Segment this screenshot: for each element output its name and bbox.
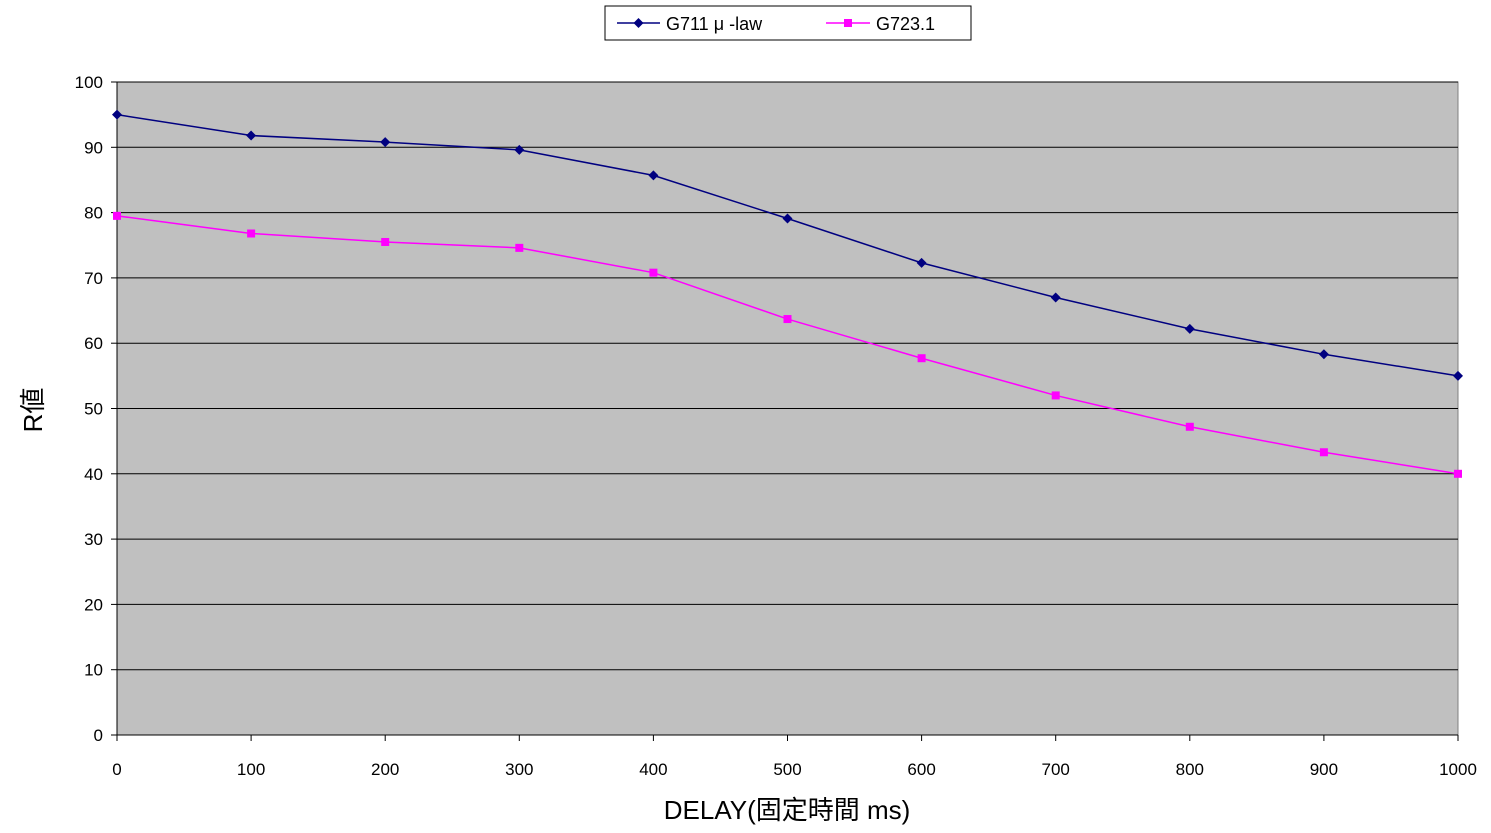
series-0-point-1 (246, 130, 257, 141)
series-layer (112, 109, 1463, 478)
series-1-point-3 (515, 243, 524, 252)
series-0-point-7 (1050, 292, 1061, 303)
legend-item-g723: G723.1 (826, 14, 935, 34)
series-0-point-9 (1318, 349, 1329, 360)
legend-item-g711: G711 μ -law (617, 14, 763, 34)
y-axis: 0 10 20 30 40 50 60 70 80 90 100 (75, 73, 118, 745)
gridlines (117, 81, 1458, 671)
x-tick-label-300: 300 (505, 760, 533, 779)
y-tick-label-60: 60 (84, 334, 103, 353)
x-tick-label-600: 600 (907, 760, 935, 779)
series-0-point-6 (916, 257, 927, 268)
series-0-point-0 (112, 109, 122, 120)
y-tick-label-70: 70 (84, 269, 103, 288)
x-tick-label-200: 200 (371, 760, 399, 779)
x-tick-label-900: 900 (1310, 760, 1338, 779)
series-0-point-5 (782, 213, 793, 224)
x-tick-label-700: 700 (1042, 760, 1070, 779)
x-tick-label-0: 0 (112, 760, 121, 779)
series-1-point-7 (1051, 391, 1060, 400)
y-tick-label-30: 30 (84, 530, 103, 549)
y-tick-label-80: 80 (84, 204, 103, 223)
x-tick-label-100: 100 (237, 760, 265, 779)
series-1-point-10 (1454, 469, 1462, 478)
series-1-point-4 (649, 268, 658, 277)
y-tick-label-50: 50 (84, 400, 103, 419)
series-0-point-10 (1453, 370, 1463, 381)
series-0-point-8 (1184, 323, 1195, 334)
x-axis-title: DELAY(固定時間 ms) (664, 795, 911, 825)
series-0 (112, 109, 1463, 381)
series-0-point-3 (514, 144, 525, 155)
x-tick-label-800: 800 (1176, 760, 1204, 779)
x-axis: 0 100 200 300 400 500 600 700 800 900 1000 (112, 734, 1477, 779)
x-tick-label-1000: 1000 (1439, 760, 1477, 779)
series-1-point-0 (113, 211, 121, 220)
diamond-marker-icon (633, 18, 644, 28)
y-tick-label-0: 0 (94, 726, 103, 745)
y-tick-label-40: 40 (84, 465, 103, 484)
x-tick-label-400: 400 (639, 760, 667, 779)
y-tick-label-100: 100 (75, 73, 103, 92)
x-tick-label-500: 500 (773, 760, 801, 779)
series-1-point-9 (1319, 448, 1328, 457)
legend: G711 μ -law G723.1 (604, 5, 972, 41)
y-axis-title: R値 (18, 388, 48, 433)
legend-box (604, 5, 972, 41)
series-1-point-1 (247, 229, 256, 238)
y-tick-label-90: 90 (84, 138, 103, 157)
legend-label-g711: G711 μ -law (666, 14, 763, 34)
y-tick-label-20: 20 (84, 595, 103, 614)
series-1-point-5 (783, 315, 792, 324)
series-0-point-2 (380, 137, 391, 148)
series-1 (113, 211, 1462, 478)
series-1-point-8 (1185, 422, 1194, 431)
y-tick-label-10: 10 (84, 661, 103, 680)
series-1-point-2 (381, 237, 390, 246)
series-0-point-4 (648, 170, 659, 181)
legend-label-g723: G723.1 (876, 14, 935, 34)
series-1-point-6 (917, 354, 926, 363)
square-marker-icon (844, 19, 852, 27)
